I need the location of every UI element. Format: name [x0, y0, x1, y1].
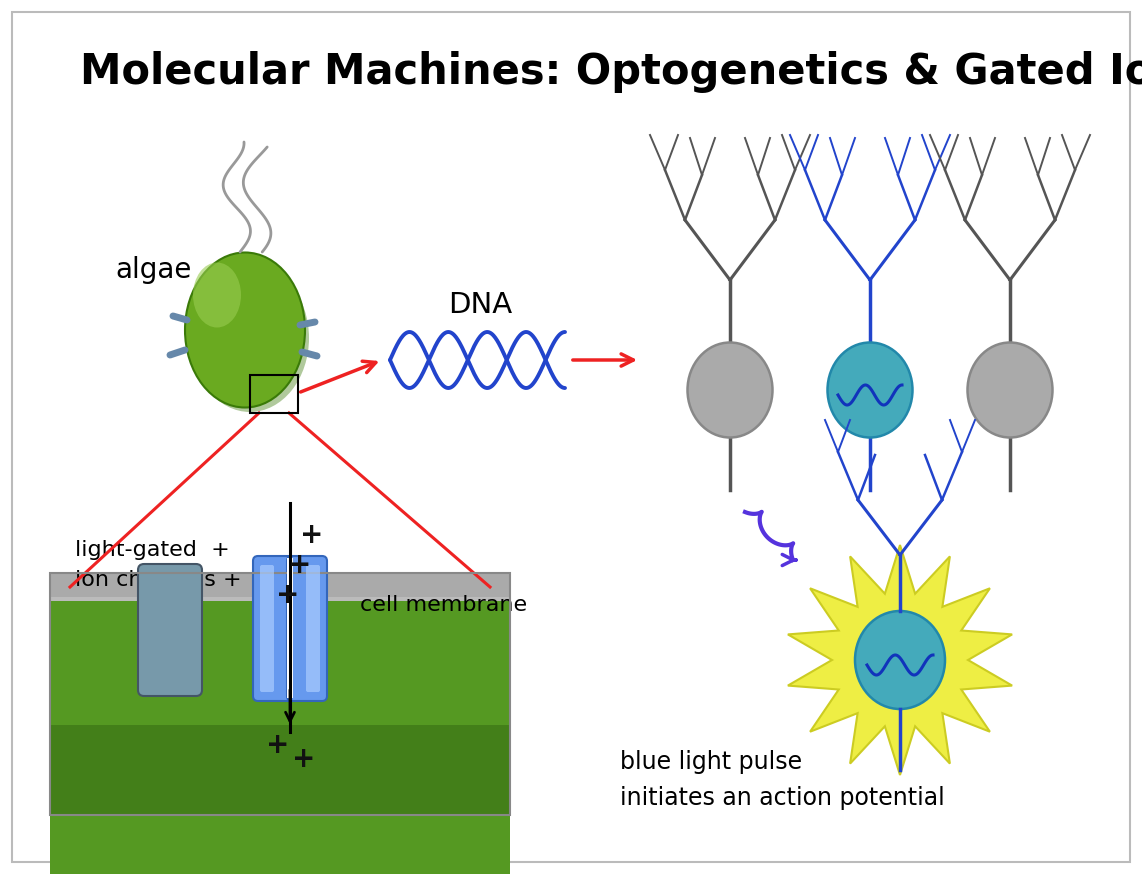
Text: algae: algae — [115, 256, 192, 284]
Bar — [287, 558, 293, 698]
Text: cell membrane: cell membrane — [360, 595, 528, 615]
Ellipse shape — [828, 343, 912, 438]
Bar — [50, 725, 510, 815]
FancyBboxPatch shape — [254, 556, 293, 701]
Text: DNA: DNA — [448, 291, 512, 319]
Text: ion channels +: ion channels + — [75, 570, 242, 590]
FancyBboxPatch shape — [138, 564, 202, 696]
Text: +: + — [288, 551, 312, 579]
Text: +: + — [292, 745, 315, 773]
Bar — [50, 601, 510, 874]
Bar — [50, 597, 510, 605]
Text: +: + — [276, 581, 299, 609]
Bar — [50, 573, 510, 601]
Text: Molecular Machines: Optogenetics & Gated Ion Channels: Molecular Machines: Optogenetics & Gated… — [80, 51, 1142, 93]
Ellipse shape — [193, 262, 241, 328]
Ellipse shape — [687, 343, 772, 438]
Bar — [50, 573, 510, 815]
FancyBboxPatch shape — [306, 565, 320, 692]
Bar — [250, 375, 298, 413]
Ellipse shape — [191, 264, 309, 412]
Polygon shape — [788, 545, 1012, 775]
Text: +: + — [266, 731, 290, 759]
Ellipse shape — [967, 343, 1053, 438]
Text: blue light pulse
initiates an action potential: blue light pulse initiates an action pot… — [620, 750, 944, 809]
Ellipse shape — [855, 611, 944, 709]
Text: +: + — [300, 521, 323, 549]
Text: light-gated  +: light-gated + — [75, 540, 230, 560]
Ellipse shape — [185, 253, 305, 407]
FancyBboxPatch shape — [287, 556, 327, 701]
FancyBboxPatch shape — [260, 565, 274, 692]
